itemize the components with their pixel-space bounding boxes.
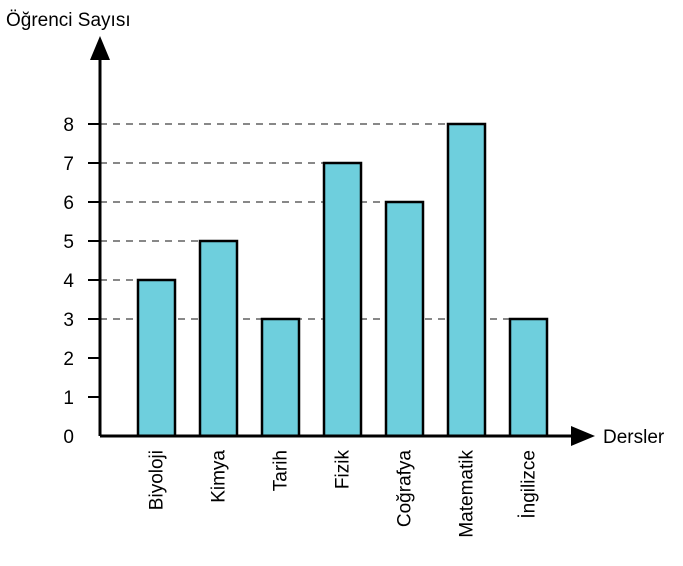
category-label: Coğrafya (395, 450, 416, 528)
category-label: Biyoloji (147, 450, 168, 510)
y-tick-label: 1 (63, 388, 74, 409)
y-axis-title: Öğrenci Sayısı (6, 10, 131, 31)
axes (90, 36, 595, 446)
category-label: İngilizce (519, 450, 540, 519)
y-tick-label: 3 (63, 310, 74, 331)
y-tick-label: 6 (63, 193, 74, 214)
category-label: Matematik (457, 450, 478, 538)
y-axis-arrow-icon (90, 36, 110, 60)
x-axis-title: Dersler (603, 427, 665, 448)
y-ticks: 0 1 2 3 4 5 6 7 8 (63, 115, 100, 448)
bar-tarih (260, 317, 301, 438)
bar-biyoloji (136, 278, 177, 438)
y-tick-label: 0 (63, 427, 74, 448)
y-tick-label: 7 (63, 154, 74, 175)
y-tick-label: 5 (63, 232, 74, 253)
bar-matematik (446, 122, 487, 438)
category-label: Fizik (333, 450, 354, 490)
category-labels: Biyoloji Kimya Tarih Fizik Coğrafya Matematik… (147, 450, 540, 538)
bar-coğrafya (384, 200, 425, 438)
category-label: Kimya (209, 450, 230, 503)
y-tick-label: 8 (63, 115, 74, 136)
bar-i̇ngilizce (508, 317, 549, 438)
bars (136, 122, 549, 438)
category-label: Tarih (271, 450, 292, 491)
y-tick-label: 4 (63, 271, 74, 292)
bar-fizik (322, 161, 363, 438)
x-axis-arrow-icon (571, 426, 595, 446)
y-tick-label: 2 (63, 349, 74, 370)
bar-kimya (198, 239, 239, 438)
